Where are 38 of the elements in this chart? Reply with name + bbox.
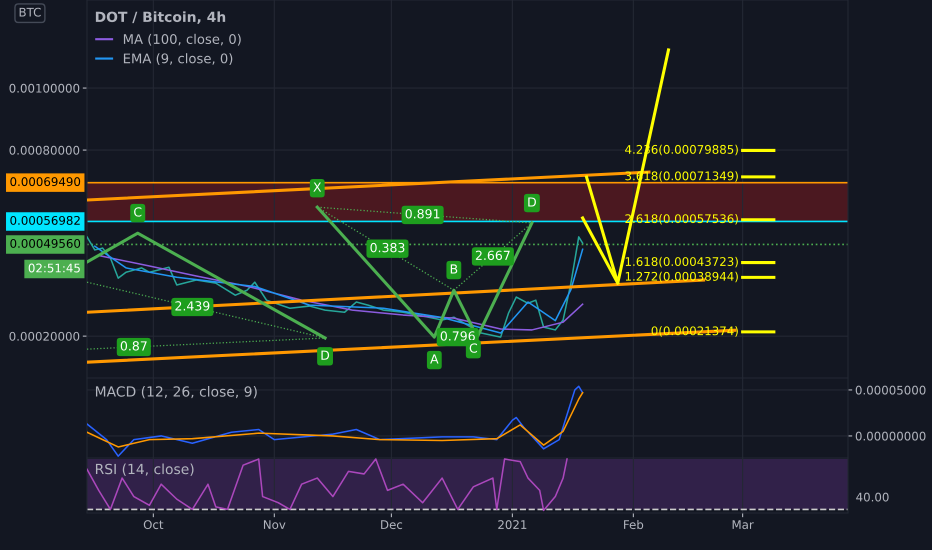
- legend-label: EMA (9, close, 0): [124, 53, 232, 65]
- annotation: D: [528, 197, 536, 207]
- annotation: X: [313, 182, 322, 192]
- x-tick-label: Mar: [732, 520, 754, 530]
- y-tick-label: 0.00020000: [9, 332, 80, 341]
- annotation: B: [450, 264, 458, 274]
- x-tick-label: 2021: [498, 520, 526, 530]
- y-tick-label: 0.00000000: [856, 432, 926, 441]
- x-tick-label: Oct: [144, 520, 164, 530]
- annotation: C: [470, 343, 478, 353]
- annotation: C: [134, 207, 142, 217]
- ref-line-label: 0.00069490: [10, 177, 80, 186]
- annotation: 2.667: [476, 250, 510, 260]
- x-tick-label: Feb: [624, 520, 644, 530]
- annotation: 0.891: [406, 209, 440, 219]
- x-tick-label: Nov: [264, 520, 286, 530]
- text: DOT / Bitcoin, 4h: [96, 11, 226, 24]
- x-tick-label: Dec: [381, 520, 402, 530]
- ref-line-label: 0.00049560: [10, 238, 80, 248]
- text: MACD (12, 26, close, 9): [96, 386, 257, 398]
- y-tick-label: 0.00005000: [856, 386, 926, 395]
- annotation: 0.796: [440, 331, 475, 341]
- text: 40.00: [856, 492, 889, 502]
- legend-label: MA (100, close, 0): [124, 34, 241, 46]
- chart-title: RSI (14, close): [96, 464, 194, 476]
- text: 02:51:45: [28, 264, 80, 272]
- y-tick-label: 0.00080000: [9, 146, 80, 155]
- annotation: 0.87: [120, 341, 147, 351]
- text: BTC: [20, 8, 41, 17]
- ref-line-label: 0.00056982: [10, 216, 80, 225]
- annotation: 1.272(0.00038944): [626, 272, 738, 282]
- annotation: D: [321, 350, 330, 360]
- annotation: A: [430, 354, 438, 364]
- annotation: 2.439: [175, 301, 210, 311]
- y-tick-label: 0.00100000: [9, 84, 80, 93]
- annotation: 0(0.00021374): [652, 326, 738, 337]
- annotation: 0.383: [370, 242, 404, 252]
- annotation: 1.618(0.00043723): [626, 256, 738, 268]
